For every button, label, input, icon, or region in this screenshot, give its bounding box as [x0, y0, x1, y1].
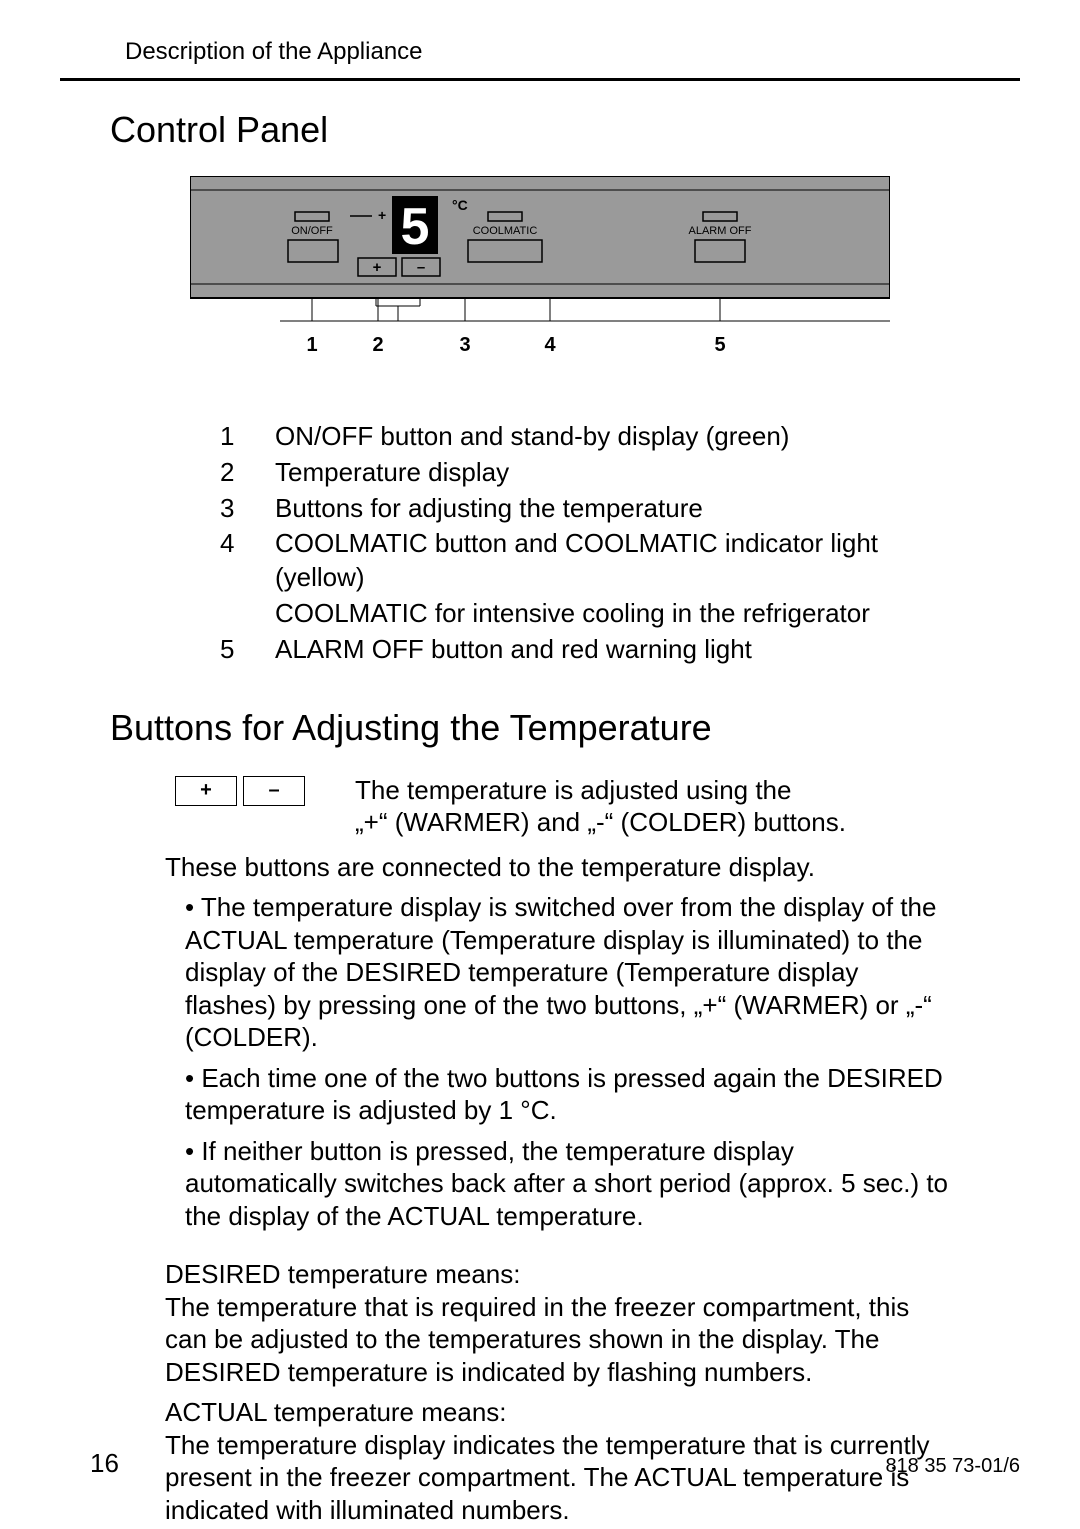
svg-text:°C: °C [452, 197, 468, 213]
list-item: 4COOLMATIC button and COOLMATIC indicato… [220, 527, 940, 595]
page-header: Description of the Appliance [60, 38, 1020, 66]
onoff-label: ON/OFF [291, 225, 333, 237]
svg-text:COOLMATIC: COOLMATIC [473, 225, 538, 237]
svg-text:1: 1 [306, 334, 317, 356]
plus-icon: + [175, 776, 237, 806]
para-connected: These buttons are connected to the tempe… [165, 851, 950, 884]
bullet-2: • Each time one of the two buttons is pr… [185, 1062, 950, 1127]
section-title-buttons: Buttons for Adjusting the Temperature [110, 707, 1020, 749]
control-panel-diagram: ON/OFF + 5 °C + – COOLMATIC ALARM OFF [60, 176, 1020, 396]
desired-head: DESIRED temperature means: [165, 1258, 950, 1291]
svg-text:+: + [378, 207, 386, 223]
svg-text:2: 2 [372, 334, 383, 356]
doc-number: 818 35 73-01/6 [885, 1455, 1020, 1478]
header-rule [60, 78, 1020, 81]
bullet-3: • If neither button is pressed, the temp… [185, 1135, 950, 1233]
intro-line-2: „+“ (WARMER) and „-“ (COLDER) buttons. [355, 806, 950, 839]
svg-text:–: – [417, 259, 425, 276]
desired-body: The temperature that is required in the … [165, 1291, 950, 1389]
svg-text:+: + [373, 259, 382, 276]
bullet-1: • The temperature display is switched ov… [185, 891, 950, 1054]
list-item-sub: COOLMATIC for intensive cooling in the r… [275, 597, 940, 631]
svg-text:5: 5 [714, 334, 725, 356]
minus-icon: – [243, 776, 305, 806]
actual-head: ACTUAL temperature means: [165, 1396, 950, 1429]
section-title-control-panel: Control Panel [110, 109, 1020, 151]
page-number: 16 [90, 1448, 119, 1479]
footer: 16 818 35 73-01/6 [60, 1448, 1020, 1479]
temp-digit: 5 [401, 198, 430, 256]
svg-text:4: 4 [544, 334, 556, 356]
list-item: 1ON/OFF button and stand-by display (gre… [220, 420, 940, 454]
svg-text:3: 3 [459, 334, 470, 356]
svg-text:ALARM OFF: ALARM OFF [689, 225, 752, 237]
plus-minus-icon: + – [175, 776, 305, 806]
intro-row: + – The temperature is adjusted using th… [165, 774, 950, 839]
intro-line-1: The temperature is adjusted using the [355, 774, 950, 807]
list-item: 3Buttons for adjusting the temperature [220, 492, 940, 526]
list-item: 5ALARM OFF button and red warning light [220, 633, 940, 667]
list-item: 2Temperature display [220, 456, 940, 490]
callout-list: 1ON/OFF button and stand-by display (gre… [220, 420, 940, 667]
